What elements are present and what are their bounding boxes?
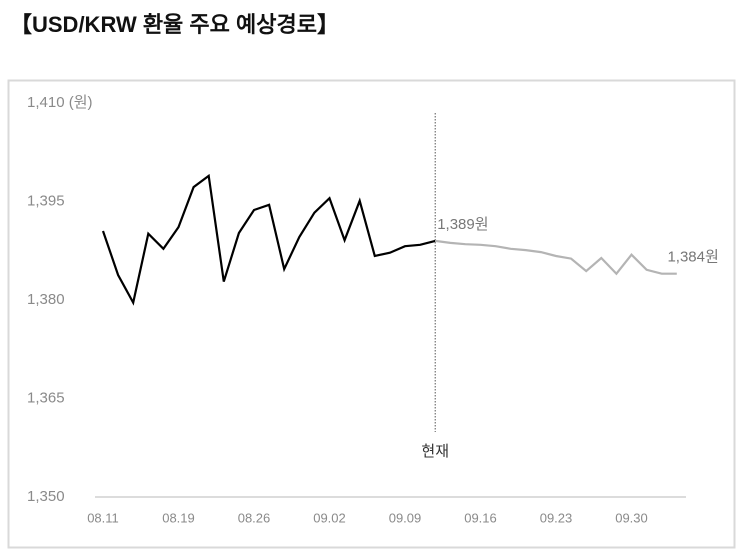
- x-tick-label: 09.23: [540, 510, 573, 525]
- y-tick-label: 1,365: [27, 389, 65, 406]
- x-tick-label: 09.09: [389, 510, 422, 525]
- x-tick-label: 08.26: [238, 510, 271, 525]
- y-tick-label: 1,395: [27, 192, 65, 209]
- y-tick-label: 1,350: [27, 488, 65, 505]
- x-tick-label: 09.02: [313, 510, 346, 525]
- y-tick-label: 1,410 (원): [27, 94, 93, 111]
- x-tick-label: 08.19: [162, 510, 195, 525]
- value-label: 1,389원: [437, 216, 488, 233]
- line-series: [435, 239, 677, 276]
- y-tick-label: 1,380: [27, 291, 65, 308]
- chart-title: 【USD/KRW 환율 주요 예상경로】: [10, 12, 339, 37]
- value-label: 1,384원: [667, 249, 718, 266]
- chart-frame: [7, 79, 736, 549]
- line-series: [101, 173, 436, 306]
- x-tick-label: 08.11: [87, 510, 119, 525]
- x-tick-label: 09.16: [464, 510, 497, 525]
- now-label: 현재: [421, 443, 449, 460]
- x-tick-label: 09.30: [615, 510, 648, 525]
